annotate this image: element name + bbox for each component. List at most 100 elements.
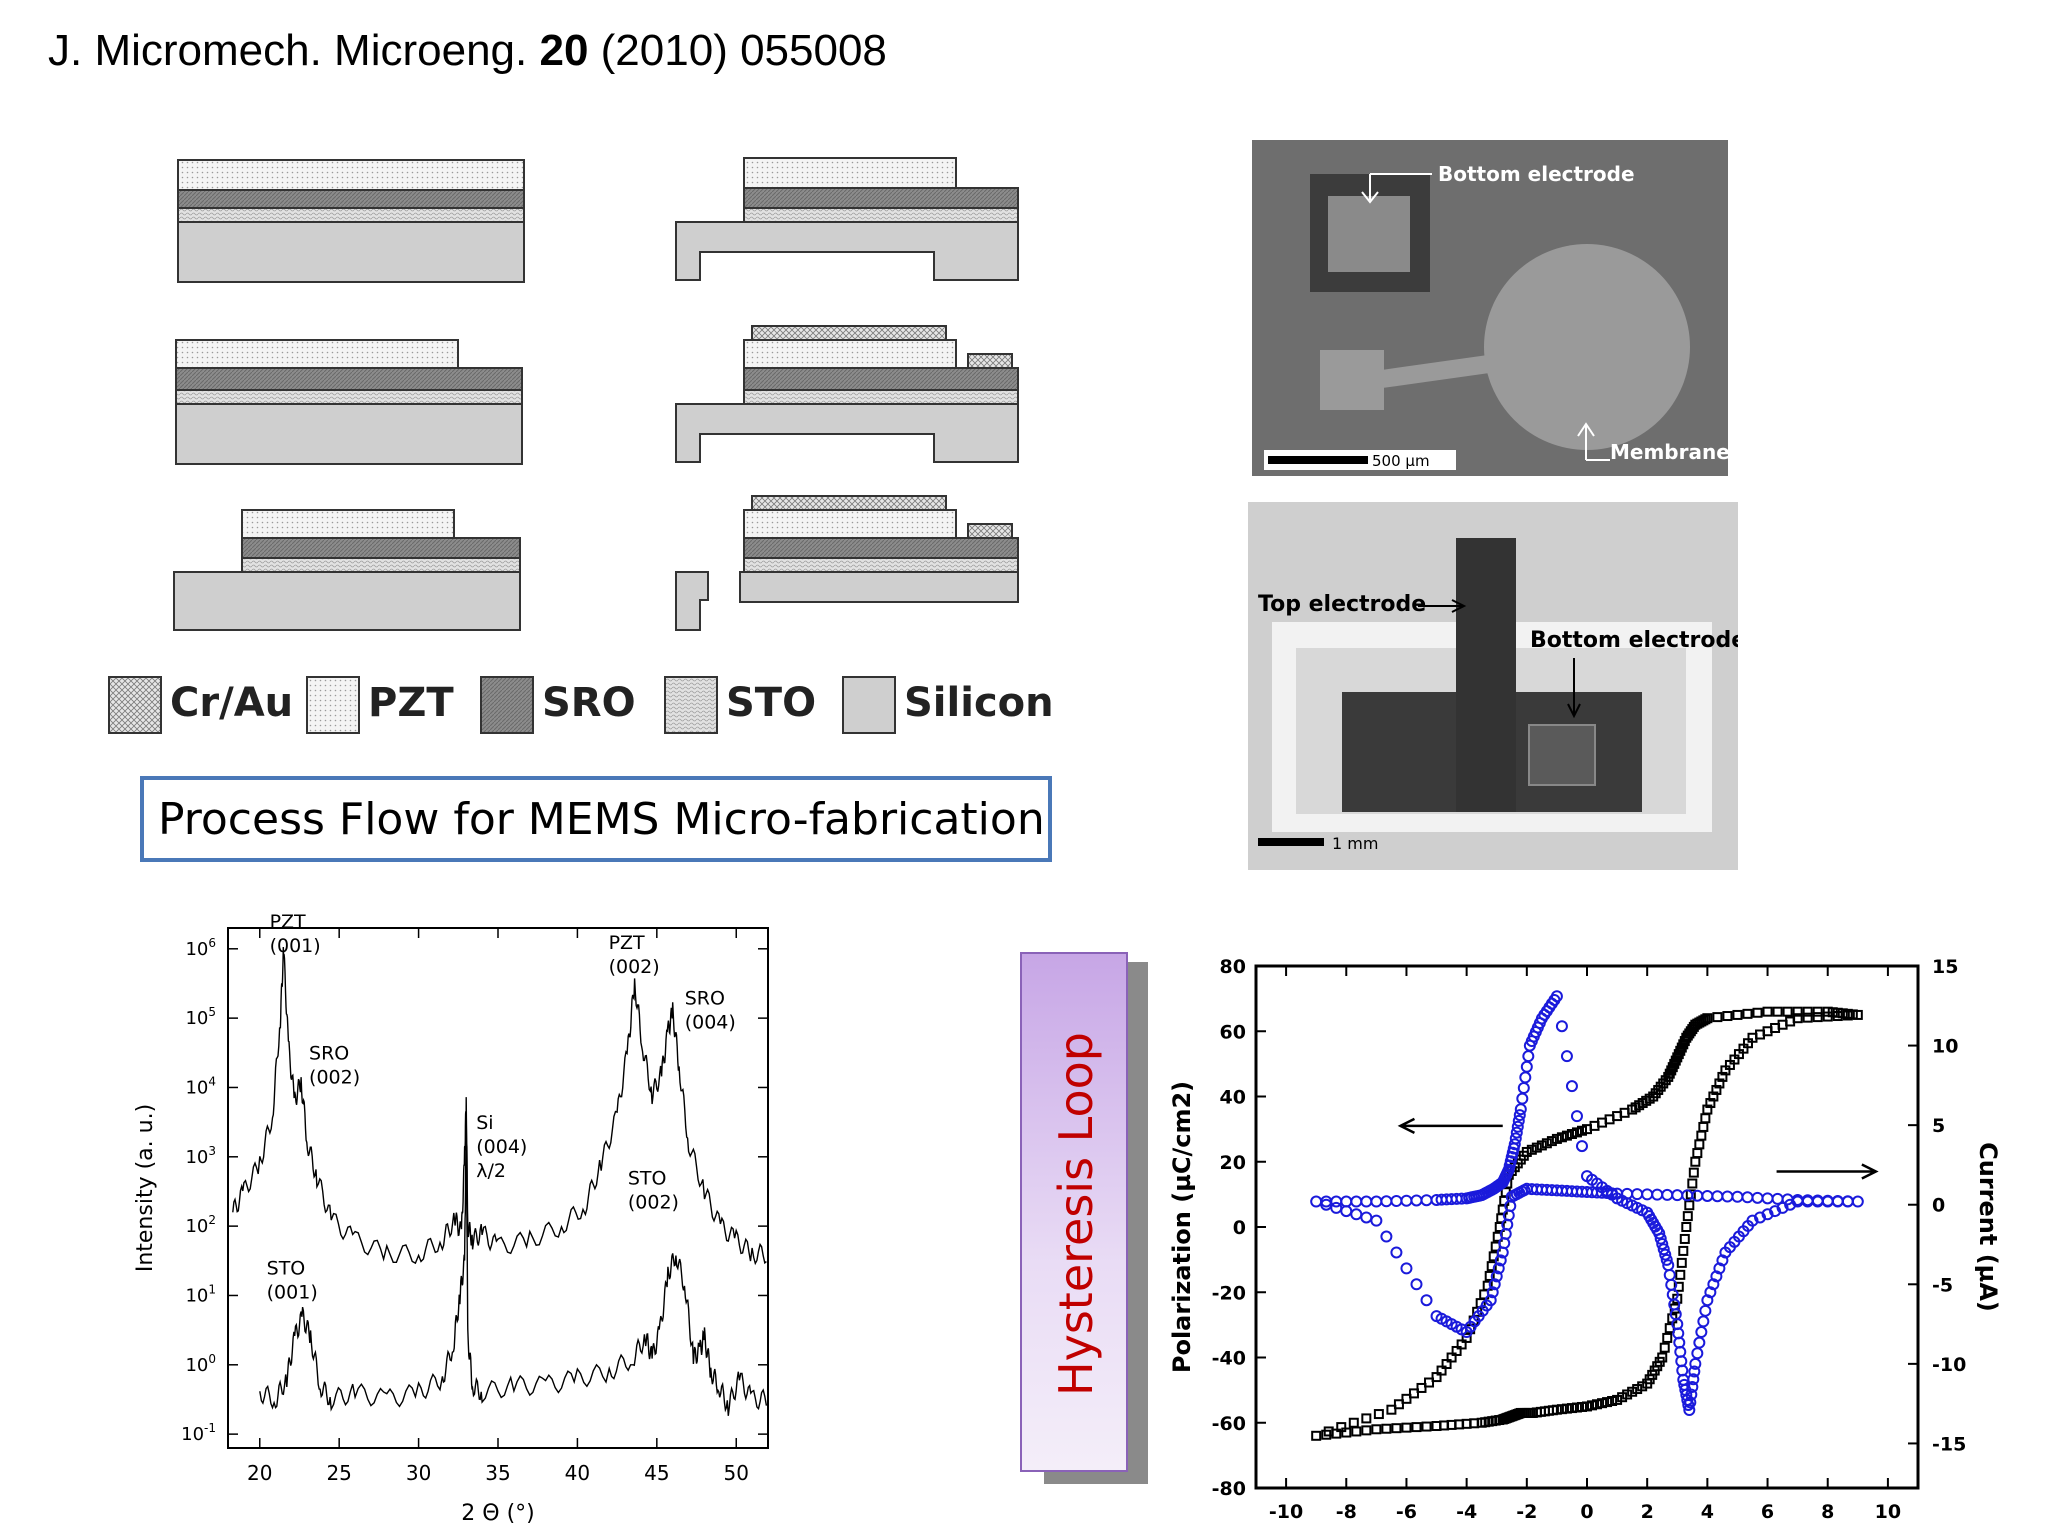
hyst-polarization-point (1446, 1352, 1457, 1363)
hyst-polarization-point (1551, 1133, 1562, 1144)
hyst-polarization-point (1657, 1352, 1668, 1363)
hyst-current-point (1660, 1253, 1673, 1266)
hyst-polarization-point (1556, 1404, 1567, 1415)
step-1 (177, 159, 525, 283)
hyst-current-point (1769, 1205, 1782, 1218)
hyst-current-point (1851, 1195, 1864, 1208)
citation-volume: 20 (539, 26, 589, 75)
hyst-current-point (1721, 1190, 1734, 1203)
hyst-current-point (1350, 1195, 1363, 1208)
hyst-polarization-point (1441, 1359, 1452, 1370)
hyst-polarization-point (1690, 1156, 1701, 1167)
hyst-current-point (1565, 1080, 1578, 1093)
hyst-polarization-point (1576, 1125, 1587, 1136)
hyst-current-point (1494, 1254, 1507, 1267)
hyst-polarization-point (1837, 1008, 1848, 1019)
hyst-polarization-point (1361, 1413, 1372, 1424)
hysteresis-banner: Hysteresis Loop (1020, 952, 1148, 1484)
hysteresis-label: Hysteresis Loop (1049, 1032, 1103, 1396)
hyst-polarization-point (1561, 1130, 1572, 1141)
hyst-current-point (1701, 1189, 1714, 1202)
hyst-polarization-point (1694, 1139, 1705, 1150)
hyst-ytick-label: -20 (1212, 1282, 1246, 1304)
hyst-current-point (1684, 1396, 1697, 1409)
hyst-current-point (1687, 1373, 1700, 1386)
xrd-series-line (232, 946, 767, 1266)
legend-swatch-crau (108, 676, 162, 734)
hyst-current-point (1641, 1188, 1654, 1201)
citation-journal: J. Micromech. Microeng. (48, 26, 528, 75)
hyst-current-point (1360, 1211, 1373, 1224)
hyst-ytick-label: -80 (1212, 1478, 1246, 1500)
hyst-xtick-label: -6 (1396, 1501, 1417, 1523)
hyst-polarization-point (1582, 1124, 1592, 1135)
hyst-current-point (1671, 1189, 1684, 1202)
hyst-ytick-label: -60 (1212, 1413, 1246, 1435)
hyst-arrow-left (1397, 1117, 1503, 1134)
hyst-current-point (1761, 1208, 1774, 1221)
xrd-peak-label: (002) (628, 1192, 679, 1214)
hyst-current-point (1686, 1380, 1699, 1393)
hyst-current-point (1661, 1188, 1674, 1201)
scale-500um: 500 µm (1372, 452, 1430, 470)
hyst-polarization-point (1692, 1148, 1703, 1159)
hyst-polarization-point (1659, 1342, 1670, 1353)
hyst-xtick-label: 0 (1580, 1501, 1593, 1523)
hyst-ytick-label: -40 (1212, 1348, 1246, 1370)
hyst-polarization-point (1381, 1423, 1392, 1434)
hyst-polarization-point (1401, 1393, 1412, 1404)
hyst-polarization-point (1712, 1012, 1723, 1023)
hyst-current-point (1380, 1230, 1393, 1243)
hyst-current-point (1751, 1191, 1764, 1204)
hyst-xtick-label: 10 (1875, 1501, 1901, 1523)
hyst-polarization-point (1597, 1398, 1608, 1409)
hyst-current-point (1691, 1347, 1704, 1360)
hyst-polarization-point (1675, 1269, 1686, 1280)
xrd-ytick-label: 102 (185, 1213, 216, 1237)
hyst-ytick-label: 80 (1220, 956, 1246, 978)
hyst-current-point (1575, 1140, 1588, 1153)
hyst-y2tick-label: -15 (1932, 1433, 1966, 1455)
hyst-ytick-label: 40 (1220, 1087, 1246, 1109)
xrd-ytick-label: 101 (185, 1282, 216, 1306)
hyst-polarization-point (1451, 1345, 1462, 1356)
xrd-chart: 20 25 30 35 40 45 50 10-1 100 101 102 103 104 105 106 2… (133, 911, 769, 1526)
hyst-polarization-point (1602, 1397, 1613, 1408)
hyst-current-point (1488, 1278, 1501, 1291)
hyst-polarization-point (1351, 1426, 1362, 1437)
xrd-peak-label: (001) (267, 1282, 318, 1304)
xrd-peak-label: SRO (309, 1043, 349, 1065)
xrd-ytick-label: 100 (185, 1352, 216, 1376)
hyst-polarization-point (1566, 1129, 1577, 1140)
citation-rest: (2010) 055008 (600, 26, 887, 75)
hyst-current-point (1410, 1278, 1423, 1291)
hyst-polarization-point (1673, 1281, 1684, 1292)
step-4 (675, 157, 1019, 281)
hyst-current-point (1522, 1050, 1535, 1063)
hyst-polarization-point (1371, 1424, 1382, 1435)
hyst-arrow-right (1776, 1163, 1879, 1180)
hyst-polarization-point (1802, 1006, 1813, 1017)
xrd-xtick-label: 45 (644, 1461, 669, 1485)
xrd-ytick-label: 104 (185, 1074, 216, 1098)
xrd-peak-label: Si (476, 1112, 493, 1134)
xrd-xtick-label: 50 (724, 1461, 749, 1485)
hyst-current-point (1656, 1237, 1669, 1250)
hyst-polarization-point (1541, 1138, 1552, 1149)
hyst-polarization-point (1587, 1400, 1598, 1411)
hyst-current-point (1490, 1270, 1503, 1283)
hyst-current-point (1754, 1211, 1767, 1224)
label-bottom-electrode-2: Bottom electrode (1530, 628, 1738, 653)
hyst-current-point (1560, 1050, 1573, 1063)
hyst-polarization-point (1571, 1402, 1582, 1413)
hyst-polarization-point (1742, 1008, 1753, 1019)
xrd-xtick-label: 25 (326, 1461, 351, 1485)
xrd-ytick-label: 105 (185, 1005, 216, 1029)
hyst-current-point (1400, 1194, 1413, 1207)
hyst-polarization-point (1637, 1381, 1648, 1392)
hyst-ylabel: Polarization (µC/cm2) (1168, 1081, 1196, 1373)
hyst-current-point (1516, 1092, 1529, 1105)
hyst-current-point (1570, 1110, 1583, 1123)
hyst-current-point (1370, 1214, 1383, 1227)
hyst-ytick-label: 0 (1233, 1217, 1246, 1239)
